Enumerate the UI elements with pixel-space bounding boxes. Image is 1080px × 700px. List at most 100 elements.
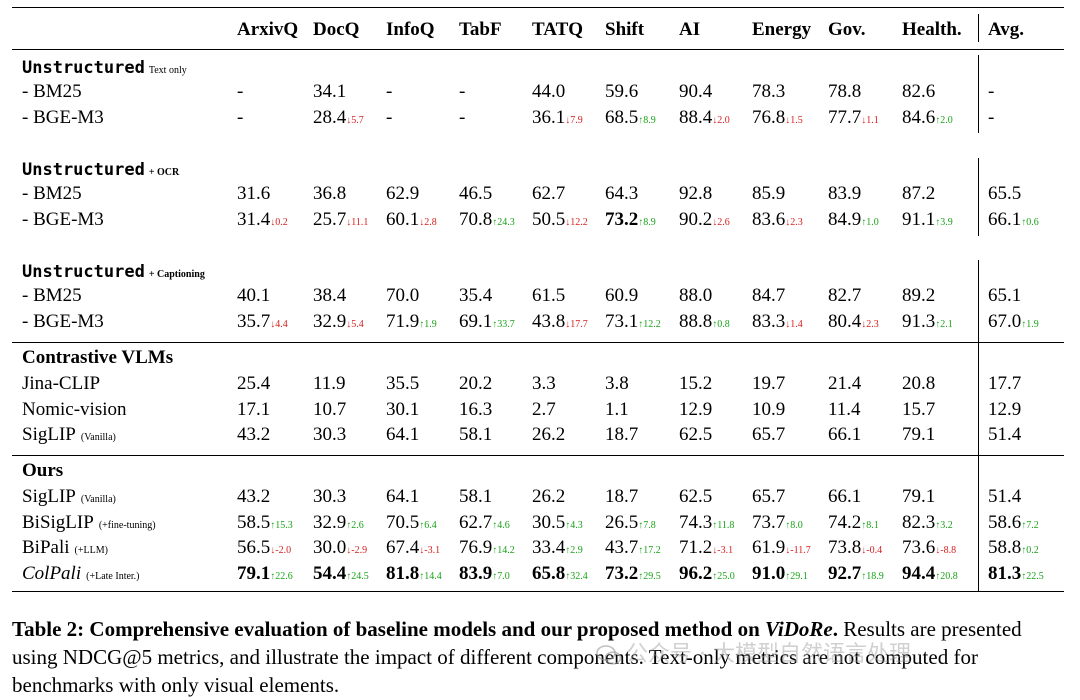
- table-cell: 76.8↓1.5: [752, 107, 803, 132]
- cell-value: 78.8: [828, 81, 862, 102]
- cell-value: 16.3: [459, 399, 493, 420]
- table-cell: 61.5: [532, 285, 565, 307]
- table-cell: 38.4: [313, 285, 346, 307]
- cell-value: 78.3: [752, 81, 786, 102]
- cell-value: -: [459, 81, 466, 102]
- delta-up: ↑0.2: [1021, 545, 1039, 556]
- cell-value: 79.1: [237, 563, 271, 584]
- table-cell: 83.3↓1.4: [752, 311, 803, 336]
- cell-value: 51.4: [988, 424, 1022, 445]
- table-cell: 62.5: [679, 486, 712, 508]
- table-cell: 66.1↑0.6: [988, 209, 1039, 234]
- table-cell: 88.0: [679, 285, 712, 307]
- caption-rest: Results are presented using NDCG@5 metri…: [12, 617, 1022, 697]
- table-cell: 84.6↑2.0: [902, 107, 953, 132]
- section-title: Ours: [22, 460, 64, 481]
- table-cell: 77.7↓1.1: [828, 107, 879, 132]
- delta-up: ↑2.6: [346, 520, 364, 531]
- table-cell: 70.8↑24.3: [459, 209, 515, 234]
- cell-value: 11.4: [828, 399, 861, 420]
- table-cell: -: [988, 107, 994, 129]
- table-cell: 25.7↓11.1: [313, 209, 368, 234]
- cell-value: 79.1: [902, 424, 936, 445]
- table-cell: 58.6↑7.2: [988, 512, 1039, 537]
- cell-value: 70.8: [459, 209, 493, 230]
- cell-value: 67.4: [386, 537, 420, 558]
- cell-value: 91.0: [752, 563, 786, 584]
- cell-value: 84.6: [902, 107, 936, 128]
- model-note: (+LLM): [74, 545, 108, 556]
- table-cell: 43.2: [237, 486, 270, 508]
- table-cell: 51.4: [988, 424, 1021, 446]
- section-title: Unstructured: [22, 58, 145, 78]
- cell-value: 73.2: [605, 563, 639, 584]
- table-cell: 73.1↑12.2: [605, 311, 661, 336]
- table-cell: 94.4↑20.8: [902, 563, 958, 588]
- table-cell: 26.5↑7.8: [605, 512, 656, 537]
- cell-value: 28.4: [313, 107, 347, 128]
- cell-value: 59.6: [605, 81, 639, 102]
- cell-value: 88.0: [679, 285, 713, 306]
- table-cell: 54.4↑24.5: [313, 563, 369, 588]
- row-label: Nomic-vision: [22, 399, 127, 421]
- table-cell: 3.3: [532, 373, 556, 395]
- delta-up: ↑8.0: [785, 520, 803, 531]
- cell-value: 10.7: [313, 399, 347, 420]
- table-cell: 64.1: [386, 486, 419, 508]
- cell-value: 58.1: [459, 486, 493, 507]
- delta-up: ↑25.0: [712, 571, 735, 582]
- model-name: - BGE-M3: [22, 107, 104, 128]
- cell-value: 43.2: [237, 424, 271, 445]
- delta-up: ↑2.0: [935, 115, 953, 126]
- cell-value: 70.0: [386, 285, 420, 306]
- model-name: ColPali: [22, 563, 82, 584]
- table-cell: 89.2: [902, 285, 935, 307]
- cell-value: 34.1: [313, 81, 347, 102]
- table-cell: 79.1: [902, 486, 935, 508]
- cell-value: 31.6: [237, 183, 271, 204]
- delta-up: ↑8.1: [861, 520, 879, 531]
- cell-value: 62.5: [679, 424, 713, 445]
- table-cell: 73.2↑29.5: [605, 563, 661, 588]
- table-cell: 15.7: [902, 399, 935, 421]
- table-cell: 92.7↑18.9: [828, 563, 884, 588]
- delta-up: ↑20.8: [935, 571, 958, 582]
- model-name: - BGE-M3: [22, 311, 104, 332]
- row-label: - BM25: [22, 81, 82, 103]
- cell-value: 76.9: [459, 537, 493, 558]
- cell-value: 87.2: [902, 183, 936, 204]
- table-cell: 32.9↓5.4: [313, 311, 364, 336]
- table-cell: 71.9↑1.9: [386, 311, 437, 336]
- cell-value: -: [459, 107, 466, 128]
- delta-down: ↓1.4: [785, 319, 803, 330]
- table-cell: 30.1: [386, 399, 419, 421]
- cell-value: 32.9: [313, 311, 347, 332]
- wechat-icon: [596, 645, 622, 665]
- table-cell: 20.8: [902, 373, 935, 395]
- row-label: - BM25: [22, 285, 82, 307]
- delta-up: ↑22.6: [270, 571, 293, 582]
- cell-value: 18.7: [605, 486, 639, 507]
- table-cell: 82.6: [902, 81, 935, 103]
- delta-down: ↓1.5: [785, 115, 803, 126]
- delta-up: ↑1.9: [1021, 319, 1039, 330]
- avg-divider: [978, 343, 979, 455]
- table-cell: -: [386, 107, 392, 129]
- cell-value: 84.7: [752, 285, 786, 306]
- cell-value: -: [237, 81, 244, 102]
- table-cell: 62.9: [386, 183, 419, 205]
- cell-value: 2.7: [532, 399, 556, 420]
- column-header: Shift: [605, 19, 645, 40]
- column-header: Avg.: [988, 19, 1025, 40]
- section-rule: [12, 591, 1064, 592]
- watermark-text: 公众号 · 大模型自然语言处理: [626, 642, 911, 667]
- cell-value: 26.2: [532, 486, 566, 507]
- row-label: SigLIP (Vanilla): [22, 486, 116, 511]
- table-cell: 68.5↑8.9: [605, 107, 656, 132]
- cell-value: 1.1: [605, 399, 629, 420]
- delta-up: ↑1.0: [861, 217, 879, 228]
- cell-value: -: [988, 107, 995, 128]
- table-cell: 81.3↑22.5: [988, 563, 1044, 588]
- cell-value: 30.3: [313, 424, 347, 445]
- cell-value: 35.5: [386, 373, 420, 394]
